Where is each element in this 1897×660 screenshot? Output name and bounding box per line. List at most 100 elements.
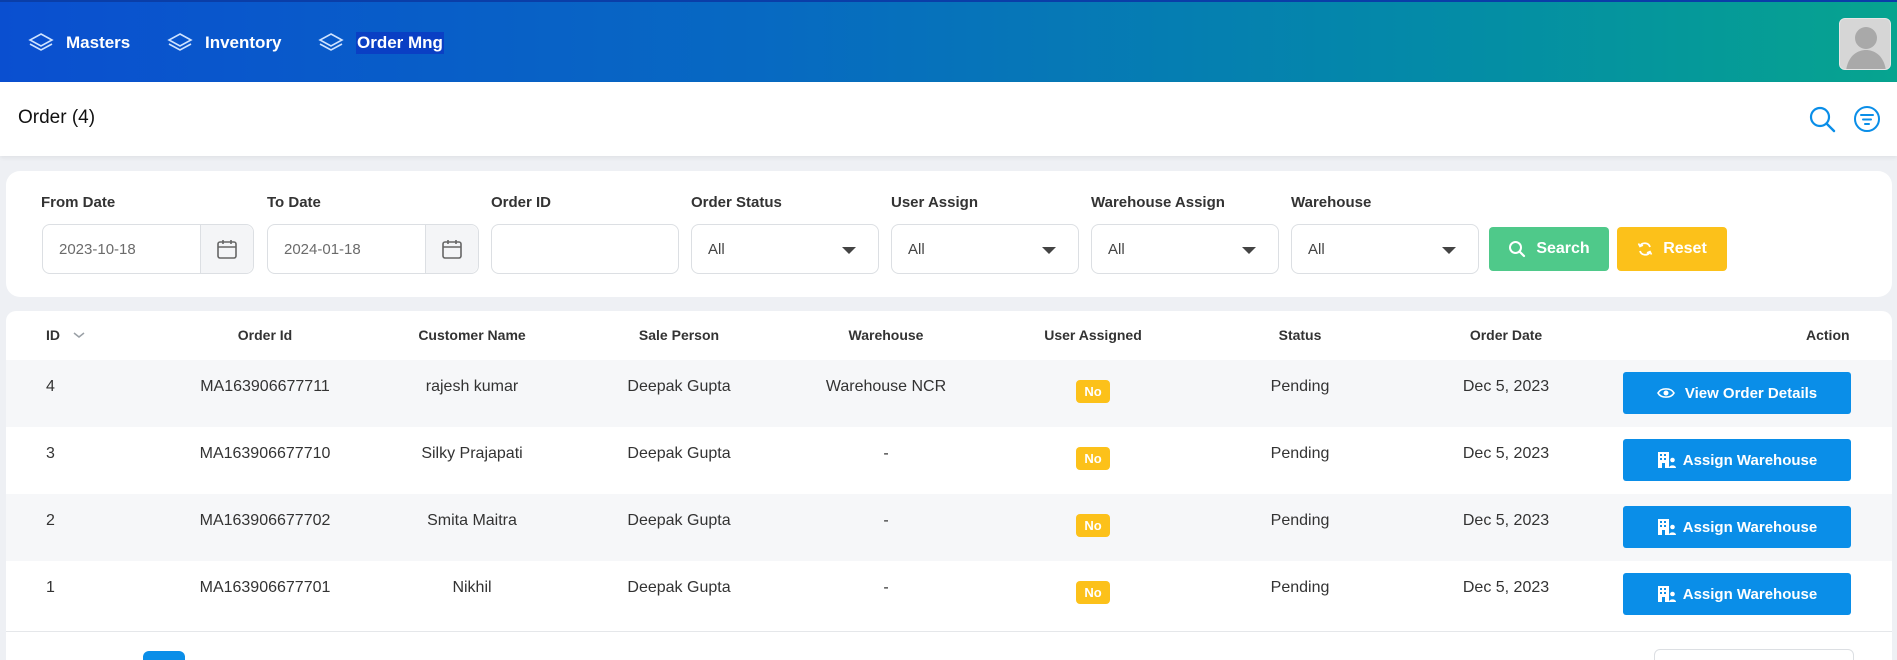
chevron-down-icon: [1042, 247, 1056, 254]
status-badge: No: [1076, 447, 1110, 470]
page-title: Order (4): [18, 107, 96, 128]
chevron-down-icon: [842, 247, 856, 254]
view-order-details-button[interactable]: View Order Details: [1623, 372, 1851, 414]
nav-item-masters[interactable]: Masters: [28, 30, 130, 56]
cell-status: Pending: [1270, 378, 1330, 395]
sort-chevron-icon[interactable]: [72, 330, 86, 340]
cell-id: 1: [46, 579, 55, 596]
cell-warehouse: -: [883, 445, 889, 462]
cell-order-id: MA163906677701: [199, 579, 331, 596]
column-header-order-date: Order Date: [1469, 327, 1543, 343]
cell-id: 3: [46, 445, 55, 462]
warehouse-select[interactable]: All: [1291, 224, 1479, 274]
page-header: Order (4): [0, 82, 1897, 156]
column-header-customer-name: Customer Name: [418, 327, 526, 343]
status-badge: No: [1076, 514, 1110, 537]
column-header-user-assigned: User Assigned: [1044, 327, 1142, 343]
cell-customer-name: rajesh kumar: [425, 378, 519, 395]
from-date-field[interactable]: 2023-10-18: [42, 224, 254, 274]
user-assign-label: User Assign: [891, 194, 978, 211]
cell-status: Pending: [1270, 512, 1330, 529]
column-header-warehouse: Warehouse: [848, 327, 924, 343]
eye-icon: [1656, 388, 1675, 398]
building-user-icon: [1657, 452, 1676, 468]
warehouse-value: All: [1308, 241, 1325, 258]
refresh-icon: [1637, 242, 1653, 256]
to-date-field[interactable]: 2024-01-18: [267, 224, 479, 274]
reset-button[interactable]: Reset: [1617, 227, 1727, 271]
assign-warehouse-button[interactable]: Assign Warehouse: [1623, 573, 1851, 615]
calendar-icon[interactable]: [200, 225, 253, 273]
warehouse-assign-value: All: [1108, 241, 1125, 258]
column-header-action: Action: [1806, 327, 1850, 343]
building-user-icon: [1657, 519, 1676, 535]
to-date-label: To Date: [267, 194, 321, 211]
nav-item-order-mng[interactable]: Order Mng: [318, 30, 444, 56]
search-icon[interactable]: [1808, 105, 1836, 133]
column-header-sale-person: Sale Person: [638, 327, 720, 343]
assign-warehouse-button[interactable]: Assign Warehouse: [1623, 506, 1851, 548]
nav-item-inventory[interactable]: Inventory: [167, 30, 282, 56]
cell-sale-person: Deepak Gupta: [627, 445, 731, 462]
user-assign-value: All: [908, 241, 925, 258]
building-user-icon: [1657, 586, 1676, 602]
action-button-label: Assign Warehouse: [1682, 585, 1818, 603]
from-date-value: 2023-10-18: [59, 241, 136, 258]
pagination-page-button[interactable]: [143, 651, 185, 660]
action-button-label: Assign Warehouse: [1682, 518, 1818, 536]
order-status-label: Order Status: [691, 194, 782, 211]
cell-order-id: MA163906677710: [199, 445, 331, 462]
search-button[interactable]: Search: [1489, 227, 1609, 271]
cell-customer-name: Silky Prajapati: [421, 445, 523, 462]
table-row: 2 MA163906677702 Smita Maitra Deepak Gup…: [6, 494, 1892, 561]
cell-warehouse: Warehouse NCR: [825, 378, 947, 395]
order-id-input[interactable]: [491, 224, 679, 274]
nav-item-label: Inventory: [205, 33, 282, 52]
cell-sale-person: Deepak Gupta: [627, 512, 731, 529]
chevron-down-icon: [1442, 247, 1456, 254]
cell-customer-name: Nikhil: [452, 579, 492, 596]
filter-panel: From Date 2023-10-18 To Date 2024-01-18 …: [6, 171, 1892, 297]
search-icon: [1509, 241, 1526, 258]
action-button-label: Assign Warehouse: [1682, 451, 1818, 469]
avatar[interactable]: [1839, 18, 1891, 70]
cell-id: 4: [46, 378, 55, 395]
page-size-select[interactable]: [1654, 649, 1854, 660]
reset-button-label: Reset: [1663, 240, 1707, 257]
warehouse-assign-select[interactable]: All: [1091, 224, 1279, 274]
cell-customer-name: Smita Maitra: [427, 512, 517, 529]
cell-status: Pending: [1270, 445, 1330, 462]
search-button-label: Search: [1536, 240, 1590, 257]
cell-status: Pending: [1270, 579, 1330, 596]
order-id-label: Order ID: [491, 194, 552, 211]
cell-order-id: MA163906677702: [199, 512, 331, 529]
to-date-value: 2024-01-18: [284, 241, 361, 258]
order-status-select[interactable]: All: [691, 224, 879, 274]
top-navbar: Masters Inventory Order Mng: [0, 0, 1897, 82]
action-button-label: View Order Details: [1684, 384, 1818, 402]
calendar-icon[interactable]: [425, 225, 478, 273]
cell-id: 2: [46, 512, 55, 529]
column-header-id[interactable]: ID: [46, 327, 86, 343]
table-row: 3 MA163906677710 Silky Prajapati Deepak …: [6, 427, 1892, 494]
assign-warehouse-button[interactable]: Assign Warehouse: [1623, 439, 1851, 481]
cell-warehouse: -: [883, 579, 889, 596]
chevron-down-icon: [1242, 247, 1256, 254]
cell-sale-person: Deepak Gupta: [627, 579, 731, 596]
cell-order-date: Dec 5, 2023: [1462, 512, 1550, 529]
status-badge: No: [1076, 581, 1110, 604]
column-header-order-id: Order Id: [237, 327, 293, 343]
cell-order-date: Dec 5, 2023: [1462, 378, 1550, 395]
cell-sale-person: Deepak Gupta: [627, 378, 731, 395]
orders-table: ID Order Id Customer Name Sale Person Wa…: [6, 311, 1892, 660]
cell-order-date: Dec 5, 2023: [1462, 445, 1550, 462]
user-assign-select[interactable]: All: [891, 224, 1079, 274]
cell-warehouse: -: [883, 512, 889, 529]
filter-icon[interactable]: [1853, 105, 1881, 133]
cell-order-date: Dec 5, 2023: [1462, 579, 1550, 596]
layers-icon: [167, 33, 193, 51]
status-badge: No: [1076, 380, 1110, 403]
nav-item-label: Masters: [66, 33, 131, 52]
layers-icon: [28, 33, 54, 51]
from-date-label: From Date: [41, 194, 116, 211]
